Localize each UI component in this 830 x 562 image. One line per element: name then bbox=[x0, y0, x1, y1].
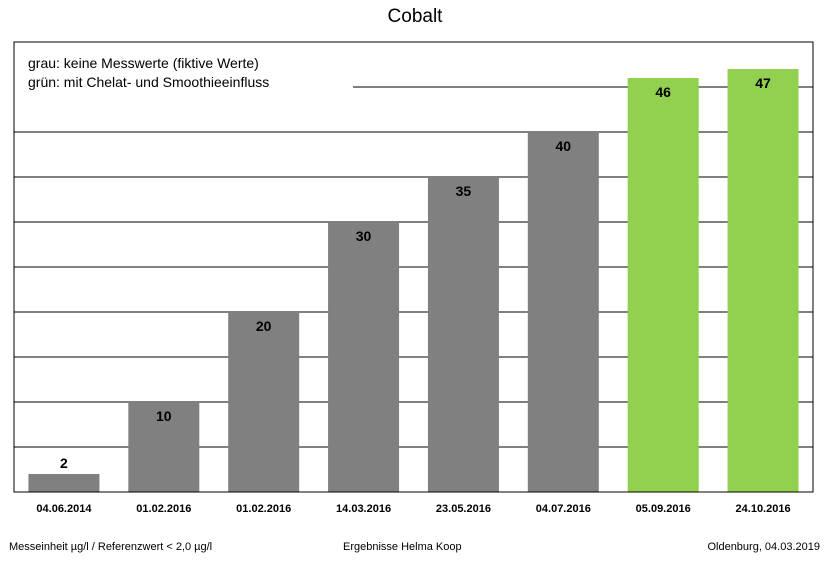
bar bbox=[527, 132, 599, 492]
bar-value-label: 46 bbox=[655, 84, 671, 100]
x-tick-label: 24.10.2016 bbox=[736, 503, 791, 515]
bar bbox=[28, 474, 100, 492]
bar-value-label: 30 bbox=[356, 228, 372, 244]
chart-title: Cobalt bbox=[387, 6, 443, 27]
bar-value-label: 47 bbox=[755, 75, 771, 91]
x-tick-label: 05.09.2016 bbox=[636, 503, 691, 515]
bar bbox=[228, 312, 300, 492]
x-tick-label: 23.05.2016 bbox=[436, 503, 491, 515]
footer-unit-reference: Messeinheit µg/l / Referenzwert < 2,0 µg… bbox=[9, 541, 213, 553]
x-tick-label: 14.03.2016 bbox=[336, 503, 391, 515]
plot-frame bbox=[13, 41, 814, 493]
x-tick-label: 04.07.2016 bbox=[536, 503, 591, 515]
bar bbox=[128, 402, 200, 492]
bar-value-label: 35 bbox=[456, 183, 472, 199]
bar bbox=[727, 69, 799, 492]
bar bbox=[627, 78, 699, 492]
bar-value-label: 2 bbox=[60, 455, 68, 471]
bar-chart: 2 10 20 30 35 40 46 47 04.06.2014 01.02.2016 01.0… bbox=[13, 41, 814, 515]
x-tick-label: 01.02.2016 bbox=[236, 503, 291, 515]
footer-results-owner: Ergebnisse Helma Koop bbox=[343, 541, 462, 553]
footer-location-date: Oldenburg, 04.03.2019 bbox=[707, 541, 820, 553]
bar bbox=[427, 177, 499, 492]
x-tick-label: 04.06.2014 bbox=[36, 503, 92, 515]
bar-value-label: 20 bbox=[256, 318, 272, 334]
bar-value-label: 10 bbox=[156, 408, 172, 424]
legend-grey-note: grau: keine Messwerte (fiktive Werte) bbox=[28, 55, 259, 71]
x-tick-label: 01.02.2016 bbox=[136, 503, 191, 515]
bar bbox=[328, 222, 400, 492]
legend-green-note: grün: mit Chelat- und Smoothieeinfluss bbox=[28, 74, 270, 90]
bar-value-label: 40 bbox=[556, 138, 572, 154]
